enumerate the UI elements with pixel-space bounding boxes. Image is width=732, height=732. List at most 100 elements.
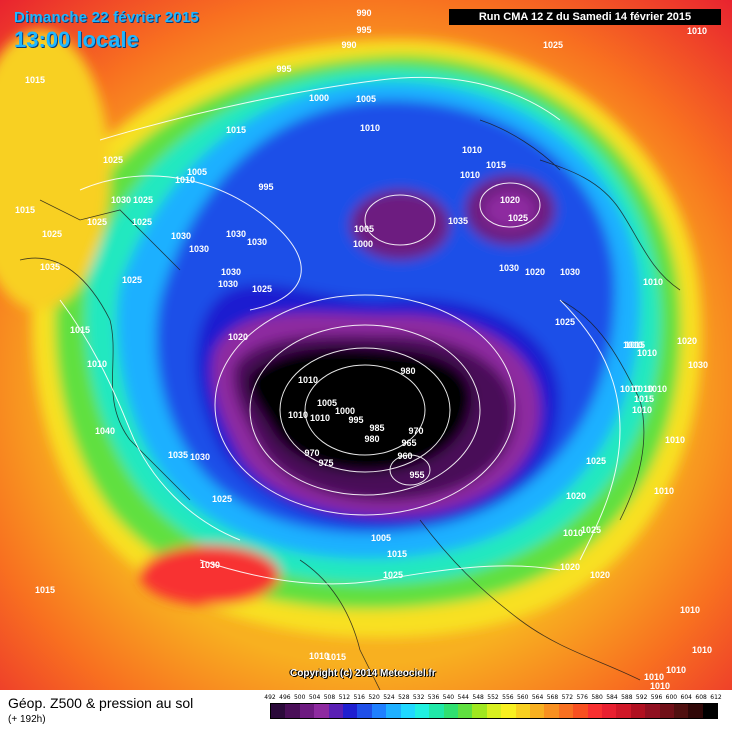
- pressure-label: 1010: [623, 340, 643, 350]
- pressure-label: 1025: [122, 275, 142, 285]
- pressure-label: 1025: [42, 229, 62, 239]
- pressure-label: 1015: [634, 394, 654, 404]
- color-scale-swatch: [544, 704, 559, 718]
- color-scale-swatch: [400, 704, 415, 718]
- pressure-label: 1010: [632, 405, 652, 415]
- pressure-label: 1000: [335, 406, 355, 416]
- pressure-label: 1020: [590, 570, 610, 580]
- pressure-label: 1025: [103, 155, 123, 165]
- pressure-label: 1010: [563, 528, 583, 538]
- pressure-label: 980: [364, 434, 379, 444]
- pressure-label: 1030: [499, 263, 519, 273]
- pressure-label: 1000: [309, 93, 329, 103]
- pressure-label: 1030: [190, 452, 210, 462]
- z500-ridge-southwest: [140, 545, 280, 605]
- pressure-label: 1025: [87, 217, 107, 227]
- color-scale-tick: 536: [427, 694, 440, 701]
- color-scale-swatch: [486, 704, 502, 718]
- pressure-label: 1025: [212, 494, 232, 504]
- pressure-label: 990: [341, 40, 356, 50]
- color-scale-tick: 532: [412, 694, 425, 701]
- pressure-label: 1010: [637, 348, 657, 358]
- pressure-label: 995: [276, 64, 291, 74]
- color-scale-tick: 556: [502, 694, 514, 701]
- pressure-label: 1025: [543, 40, 563, 50]
- copyright-notice: Copyright (c) 2014 Meteociel.fr: [290, 668, 436, 679]
- pressure-label: 1025: [555, 317, 575, 327]
- pressure-label: 1010: [643, 277, 663, 287]
- forecast-date-title: Dimanche 22 février 2015: [14, 9, 199, 26]
- pressure-label: 1030: [111, 195, 131, 205]
- z500-ridge-west: [0, 30, 110, 310]
- forecast-map: 990 995 990 1025 1010 1015 995 1000 1005 1010 1015…: [0, 0, 732, 690]
- product-title: Géop. Z500 & pression au sol: [8, 695, 194, 711]
- pressure-label: 1010: [654, 486, 674, 496]
- pressure-label: 1030: [200, 560, 220, 570]
- pressure-label: 1010: [620, 384, 640, 394]
- pressure-label: 1015: [0, 0, 10, 2]
- pressure-label: 1025: [508, 213, 528, 223]
- color-scale-tick: 568: [546, 694, 559, 701]
- pressure-label: 1010: [687, 26, 707, 36]
- pressure-label: 960: [397, 451, 412, 461]
- color-scale-tick: 608: [695, 694, 707, 701]
- pressure-label: 1025: [581, 525, 601, 535]
- color-scale-labels: 492 496 500 504 508 512 516 520 524 528 532 536 540 5…: [264, 694, 721, 703]
- pressure-label: 1015: [326, 652, 346, 662]
- color-scale-swatch: [501, 704, 516, 718]
- pressure-label: 1005: [354, 224, 374, 234]
- color-scale-swatch: [314, 704, 329, 718]
- pressure-label: 1015: [486, 160, 506, 170]
- pressure-label: 1015: [25, 75, 45, 85]
- pressure-label: 1010: [680, 605, 700, 615]
- pressure-label: 1010: [309, 651, 329, 661]
- color-scale-tick: 496: [279, 694, 291, 701]
- z500-lobe-north-core: [485, 192, 535, 228]
- color-scale-tick: 592: [635, 694, 648, 701]
- color-scale-swatch: [530, 704, 545, 718]
- color-scale-swatch: [443, 704, 459, 718]
- pressure-label: 975: [318, 458, 333, 468]
- pressure-label: 1005: [317, 398, 337, 408]
- pressure-label: 1005: [371, 533, 391, 543]
- pressure-label: 1030: [171, 231, 191, 241]
- forecast-hour: (+ 192h): [8, 714, 46, 725]
- pressure-label: 1030: [247, 237, 267, 247]
- pressure-label: 1010: [633, 384, 653, 394]
- pressure-label: 1010: [644, 672, 664, 682]
- pressure-label: 1020: [500, 195, 520, 205]
- color-scale-tick: 492: [264, 694, 276, 701]
- pressure-label: 1030: [221, 267, 241, 277]
- pressure-label: 1035: [40, 262, 60, 272]
- pressure-label: 1015: [625, 340, 645, 350]
- pressure-label: 1025: [252, 284, 272, 294]
- color-scale-swatch: [285, 704, 300, 718]
- pressure-label: 1020: [560, 562, 580, 572]
- pressure-label: 1010: [692, 645, 712, 655]
- z500-lobe-north: [350, 190, 450, 260]
- color-scale-tick: 596: [650, 694, 663, 701]
- pressure-label: 995: [258, 182, 273, 192]
- color-scale-swatch: [601, 704, 617, 718]
- pressure-label: 1025: [383, 570, 403, 580]
- pressure-label: 1010: [175, 175, 195, 185]
- color-scale-swatch: [659, 704, 674, 718]
- color-scale-tick: 508: [323, 694, 336, 701]
- land-outlines: [19, 119, 681, 690]
- pressure-label: 1030: [189, 244, 209, 254]
- pressure-label: 1010: [462, 145, 482, 155]
- pressure-label: 1005: [187, 167, 207, 177]
- pressure-label: 995: [348, 415, 363, 425]
- pressure-label: 1010: [360, 123, 380, 133]
- color-scale-tick: 500: [293, 694, 306, 701]
- pressure-label: 1025: [586, 456, 606, 466]
- pressure-label: 980: [400, 366, 415, 376]
- color-scale-swatch: [587, 704, 602, 718]
- isobars: [59, 76, 621, 585]
- color-scale-swatch: [702, 704, 718, 718]
- color-scale-swatch: [558, 704, 574, 718]
- pressure-label: 1030: [688, 360, 708, 370]
- color-scale-tick: 560: [516, 694, 529, 701]
- pressure-label: 1015: [387, 549, 407, 559]
- pressure-label: 1020: [525, 267, 545, 277]
